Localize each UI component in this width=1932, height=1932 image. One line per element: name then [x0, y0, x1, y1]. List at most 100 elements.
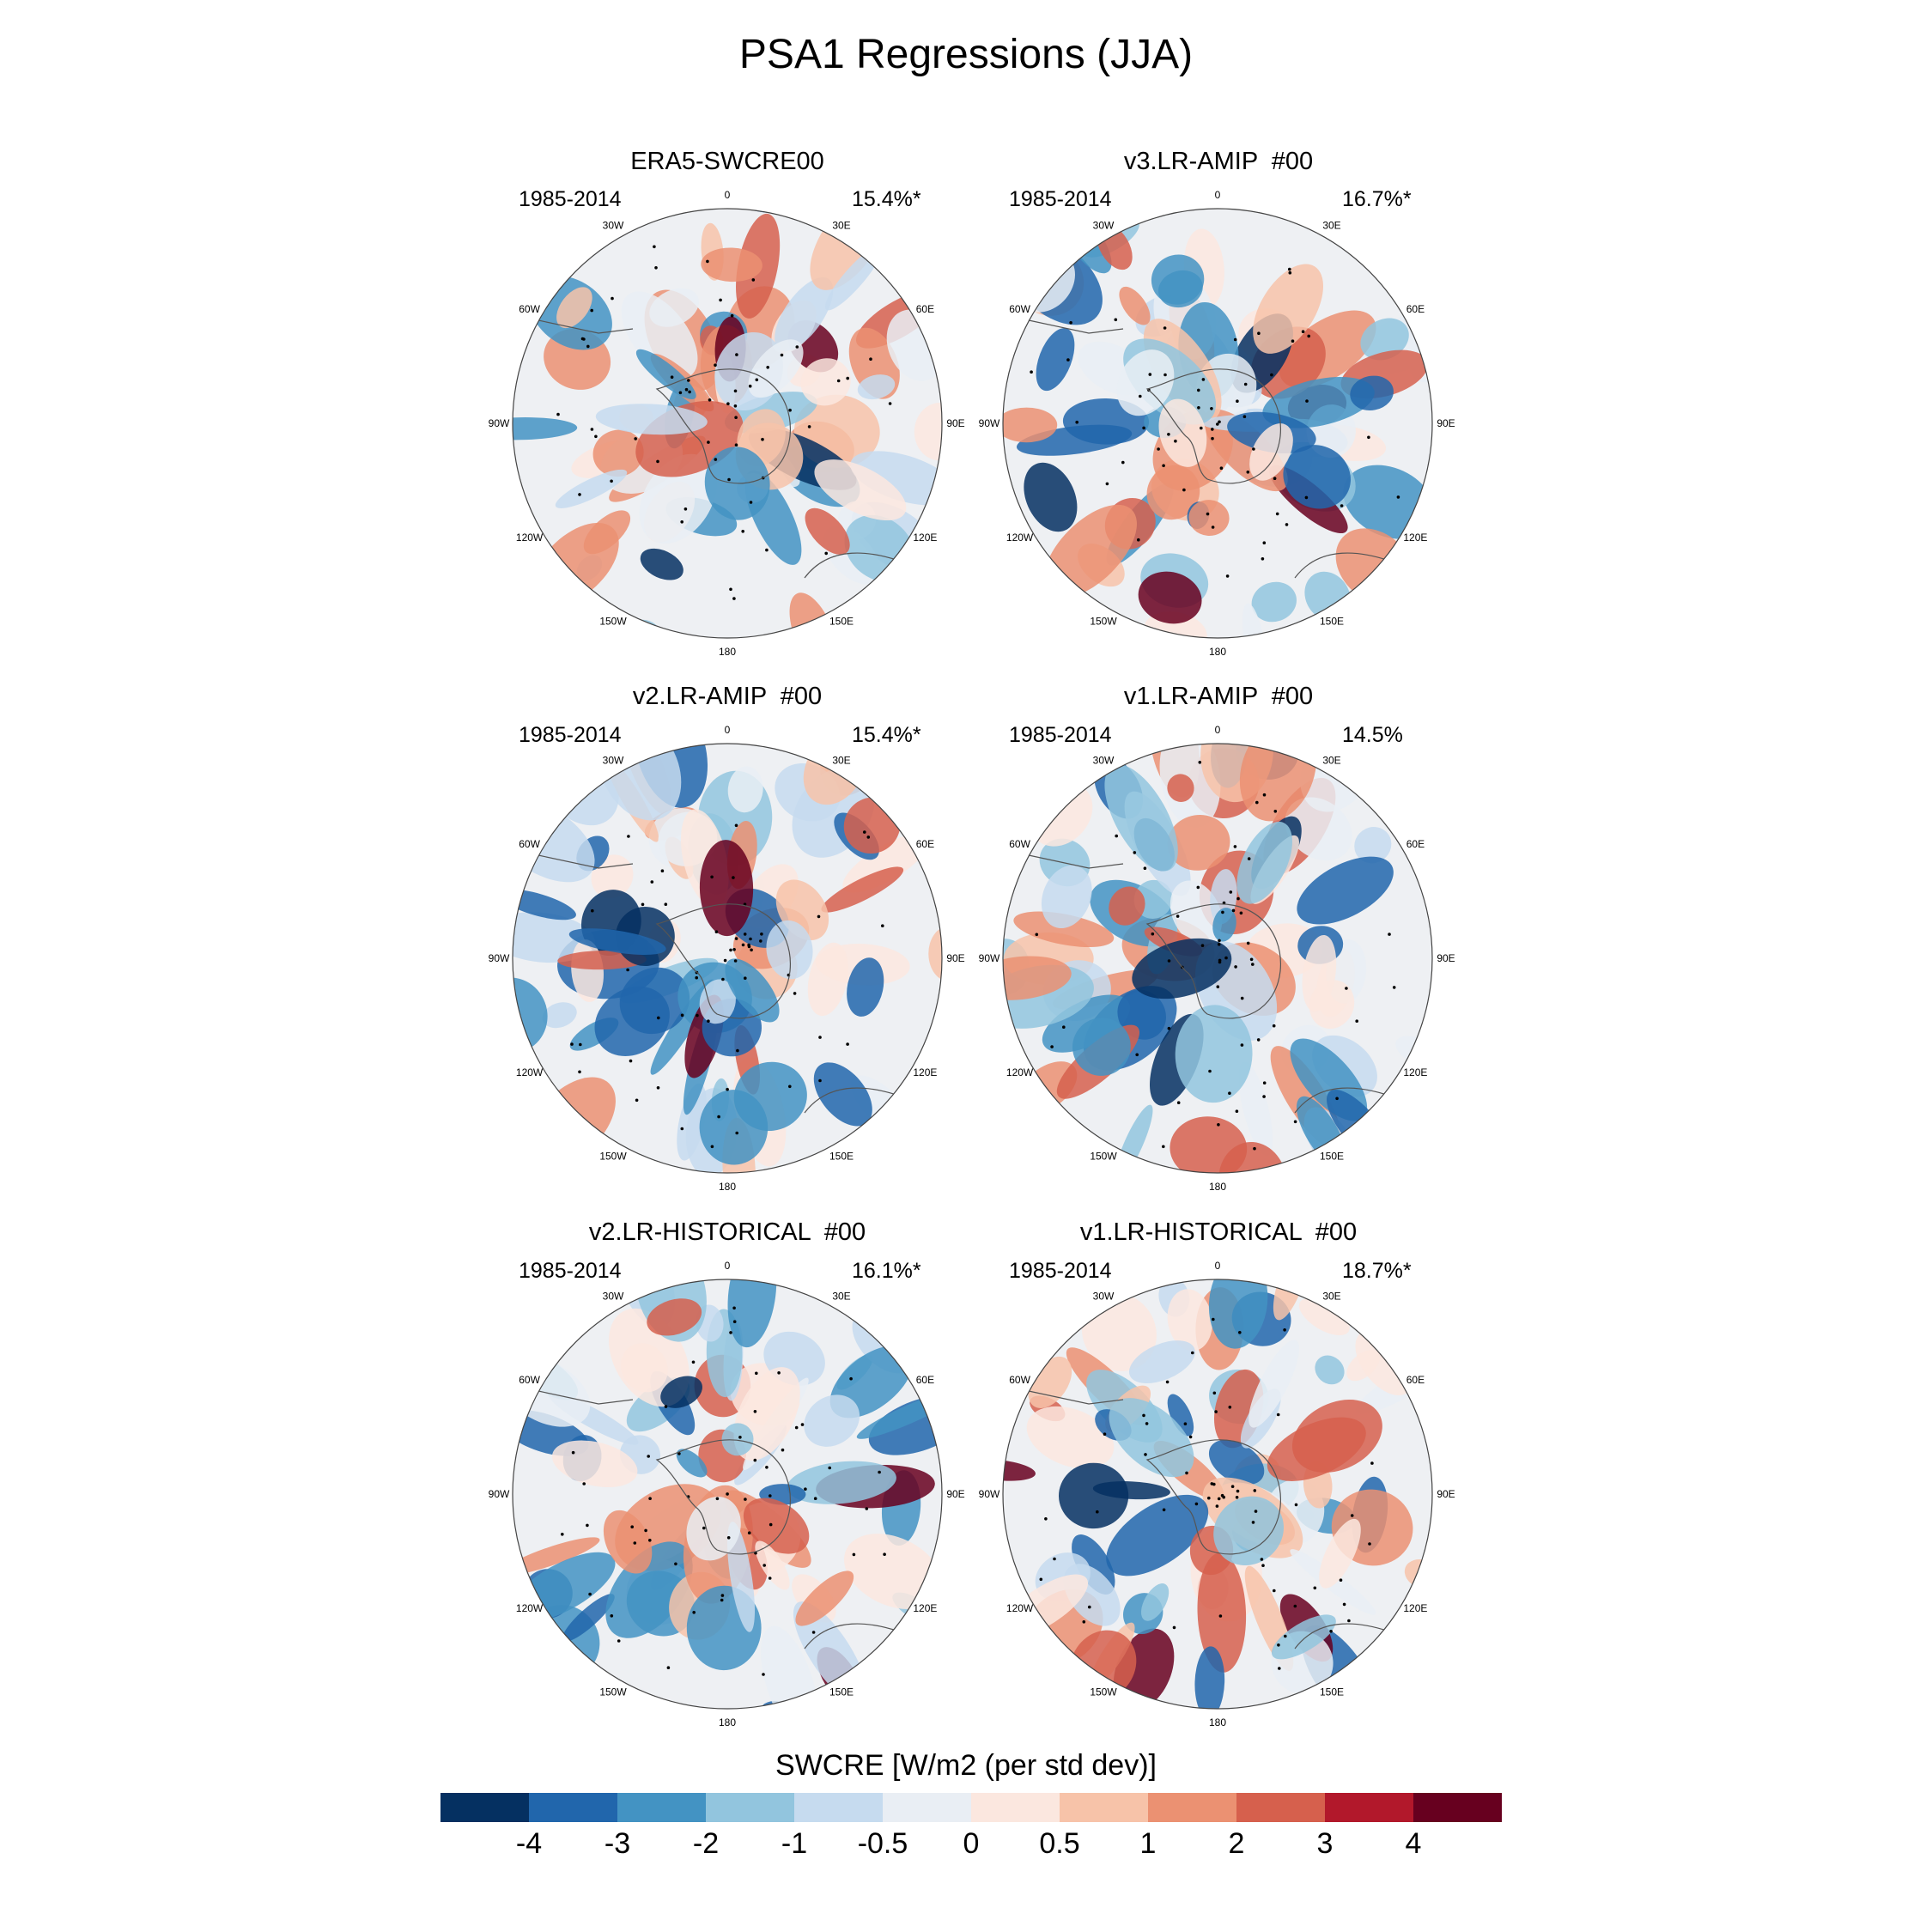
- lon-label: 150E: [1320, 615, 1344, 627]
- panel-years-6: 1985-2014: [1009, 1259, 1112, 1283]
- colorbar-swatch: [529, 1793, 618, 1822]
- lon-label: 150E: [829, 1150, 854, 1162]
- lon-label: 60W: [519, 303, 540, 315]
- map-border-5: [512, 1279, 943, 1710]
- lon-label: 120E: [913, 1602, 937, 1614]
- lon-label: 60E: [916, 303, 934, 315]
- colorbar-swatch: [1325, 1793, 1414, 1822]
- lon-label: 0: [725, 724, 731, 736]
- lon-label: 30W: [603, 1291, 624, 1303]
- lon-label: 150E: [1320, 1150, 1344, 1162]
- lon-label: 60E: [1406, 1374, 1425, 1386]
- lon-label: 150E: [1320, 1686, 1344, 1698]
- lon-label: 90E: [946, 952, 964, 964]
- lon-label: 30W: [1093, 755, 1115, 767]
- colorbar-tick-label: -0.5: [857, 1827, 908, 1860]
- lon-label: 150W: [599, 615, 627, 627]
- map-border-1: [512, 208, 943, 639]
- lon-label: 0: [1215, 189, 1221, 201]
- panel-title-5: v2.LR-HISTORICAL #00: [588, 1218, 866, 1246]
- panel-pct-6: 18.7%*: [1342, 1259, 1412, 1283]
- panel-years-1: 1985-2014: [519, 187, 622, 211]
- lon-label: 60E: [1406, 838, 1425, 850]
- panel-years-2: 1985-2014: [1009, 187, 1112, 211]
- lon-label: 150W: [599, 1150, 627, 1162]
- map-field-4: [1003, 744, 1432, 1173]
- panel-title-6: v1.LR-HISTORICAL #00: [1079, 1218, 1358, 1246]
- lon-label: 60E: [916, 838, 934, 850]
- lon-label: 180: [1209, 646, 1226, 658]
- map-field-2: [1003, 209, 1432, 638]
- panel-pct-3: 15.4%*: [852, 723, 921, 747]
- lon-label: 30E: [1322, 755, 1340, 767]
- colorbar-swatch: [1148, 1793, 1237, 1822]
- colorbar-swatch: [883, 1793, 972, 1822]
- lon-label: 150E: [829, 1686, 854, 1698]
- panel-pct-5: 16.1%*: [852, 1259, 921, 1283]
- lon-label: 60W: [1009, 303, 1030, 315]
- lon-label: 30W: [1093, 1291, 1115, 1303]
- lon-label: 120E: [1403, 1602, 1427, 1614]
- colorbar-tick-label: -1: [781, 1827, 808, 1860]
- panel-years-4: 1985-2014: [1009, 723, 1112, 747]
- map-border-6: [1002, 1279, 1433, 1710]
- lon-label: 150E: [829, 615, 854, 627]
- lon-label: 90W: [489, 417, 510, 429]
- lon-label: 60W: [1009, 838, 1030, 850]
- colorbar-swatch: [1413, 1793, 1502, 1822]
- lon-label: 90W: [489, 952, 510, 964]
- lon-label: 90E: [1437, 417, 1455, 429]
- lon-label: 90W: [979, 952, 1000, 964]
- lon-label: 150W: [599, 1686, 627, 1698]
- colorbar-swatch: [794, 1793, 884, 1822]
- lon-label: 60W: [519, 1374, 540, 1386]
- colorbar-tick-label: 2: [1228, 1827, 1245, 1860]
- lon-label: 30E: [1322, 1291, 1340, 1303]
- lon-label: 120E: [913, 1066, 937, 1078]
- lon-label: 180: [719, 1181, 736, 1193]
- lon-label: 180: [719, 646, 736, 658]
- lon-label: 30W: [603, 755, 624, 767]
- map-border-4: [1002, 743, 1433, 1174]
- panel-title-2: v3.LR-AMIP #00: [1123, 148, 1314, 175]
- lon-label: 0: [1215, 1260, 1221, 1272]
- lon-label: 120W: [1006, 1066, 1034, 1078]
- map-field-3: [513, 744, 942, 1173]
- colorbar-tick-label: -3: [604, 1827, 631, 1860]
- lon-label: 90E: [1437, 1488, 1455, 1500]
- lon-label: 180: [1209, 1716, 1226, 1728]
- lon-label: 90W: [979, 417, 1000, 429]
- colorbar-tick-label: 0: [963, 1827, 980, 1860]
- lon-label: 60E: [1406, 303, 1425, 315]
- lon-label: 120E: [1403, 1066, 1427, 1078]
- panel-years-3: 1985-2014: [519, 723, 622, 747]
- colorbar-swatch: [971, 1793, 1060, 1822]
- lon-label: 30W: [603, 220, 624, 232]
- panel-pct-2: 16.7%*: [1342, 187, 1412, 211]
- lon-label: 120W: [516, 1602, 544, 1614]
- lon-label: 150W: [1090, 1686, 1117, 1698]
- lon-label: 30W: [1093, 220, 1115, 232]
- lon-label: 120E: [913, 532, 937, 544]
- lon-label: 30E: [832, 755, 850, 767]
- lon-label: 0: [725, 1260, 731, 1272]
- lon-label: 30E: [832, 1291, 850, 1303]
- lon-label: 30E: [1322, 220, 1340, 232]
- lon-label: 120E: [1403, 532, 1427, 544]
- lon-label: 180: [1209, 1181, 1226, 1193]
- colorbar-title: SWCRE [W/m2 (per std dev)]: [775, 1749, 1157, 1782]
- colorbar-swatch: [706, 1793, 795, 1822]
- map-border-2: [1002, 208, 1433, 639]
- map-border-3: [512, 743, 943, 1174]
- colorbar-tick-label: -4: [515, 1827, 543, 1860]
- lon-label: 0: [1215, 724, 1221, 736]
- lon-label: 120W: [516, 532, 544, 544]
- lon-label: 150W: [1090, 615, 1117, 627]
- lon-label: 60W: [519, 838, 540, 850]
- panel-title-4: v1.LR-AMIP #00: [1123, 683, 1314, 710]
- colorbar-tick-label: -2: [692, 1827, 720, 1860]
- lon-label: 120W: [1006, 532, 1034, 544]
- lon-label: 120W: [1006, 1602, 1034, 1614]
- colorbar-swatch: [617, 1793, 707, 1822]
